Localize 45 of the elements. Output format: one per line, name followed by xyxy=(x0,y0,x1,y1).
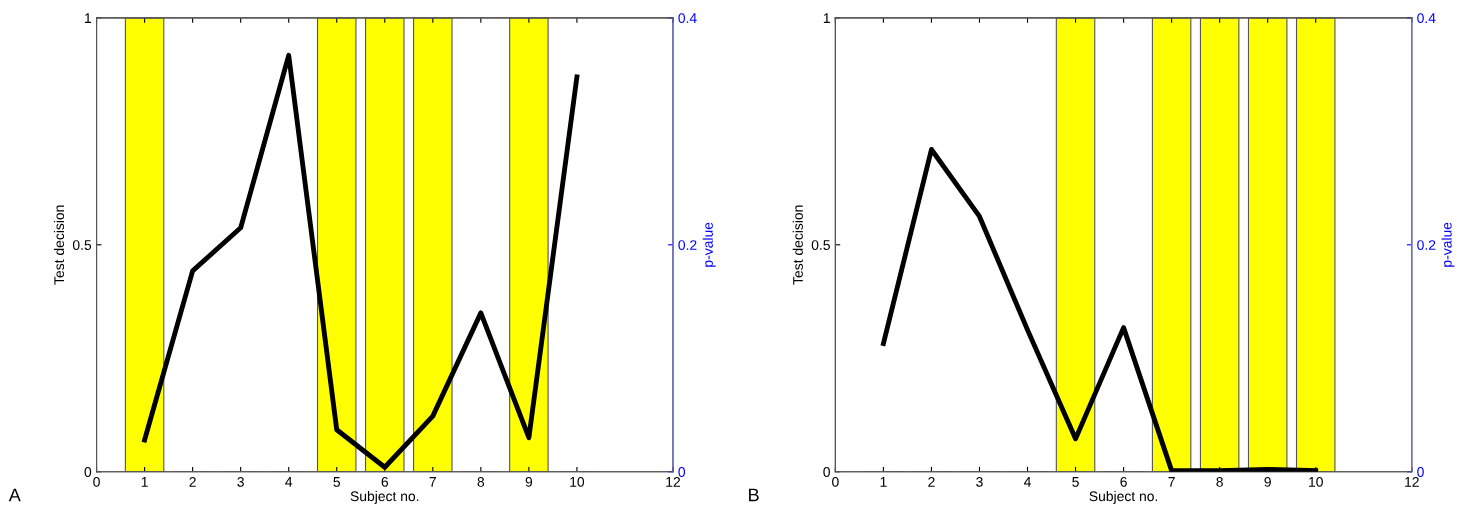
x-tick-label: 5 xyxy=(333,477,341,487)
y-tick-label: 1 xyxy=(823,13,830,23)
y-axis-title: Test decision xyxy=(792,205,803,285)
y2-tick-label: 0.4 xyxy=(678,13,697,24)
text: B xyxy=(749,488,759,502)
x-tick-label: 4 xyxy=(285,477,293,487)
x-tick-label: 2 xyxy=(928,476,935,487)
y2-tick-label: 0 xyxy=(1417,467,1424,477)
y-tick-label: 0.5 xyxy=(811,240,830,250)
x-tick-label: 6 xyxy=(1120,476,1127,487)
x-tick-label: 1 xyxy=(141,477,148,487)
y2-tick-label: 0.2 xyxy=(678,240,697,250)
x-tick-label: 10 xyxy=(1309,476,1323,487)
x-tick-label: 7 xyxy=(1168,477,1175,487)
x-axis-title: Subject no. xyxy=(350,490,419,504)
x-tick-label: 12 xyxy=(1405,476,1419,487)
y-tick-label: 1 xyxy=(85,13,92,23)
x-tick-label: 2 xyxy=(189,476,196,487)
x-tick-label: 9 xyxy=(525,476,533,487)
x-tick-label: 3 xyxy=(976,476,983,487)
y2-axis-title: p-value xyxy=(702,222,716,267)
x-tick-label: 3 xyxy=(237,476,244,487)
x-tick-label: 4 xyxy=(1023,477,1031,487)
x-tick-label: 1 xyxy=(880,477,887,487)
line-series xyxy=(142,52,580,470)
y2-axis-title: p-value xyxy=(1441,222,1455,267)
y2-tick-label: 0.2 xyxy=(1417,240,1436,250)
y-tick-label: 0.5 xyxy=(72,240,92,250)
x-tick-label: 6 xyxy=(381,476,389,487)
text: A xyxy=(8,488,21,502)
x-tick-label: 7 xyxy=(429,477,436,487)
x-tick-label: 5 xyxy=(1072,477,1079,487)
x-tick-label: 12 xyxy=(666,476,681,487)
y-tick-label: 0 xyxy=(823,467,830,477)
x-tick-label: 0 xyxy=(832,476,839,487)
x-tick-label: 9 xyxy=(1264,476,1271,487)
x-tick-label: 10 xyxy=(570,476,585,487)
x-axis-title: Subject no. xyxy=(1089,490,1158,504)
x-tick-label: 8 xyxy=(477,476,485,487)
y2-tick-label: 0 xyxy=(678,467,686,477)
x-tick-label: 0 xyxy=(93,476,100,487)
y-axis-title: Test decision xyxy=(53,205,65,285)
x-tick-label: 8 xyxy=(1216,476,1223,487)
y2-tick-label: 0.4 xyxy=(1417,13,1436,24)
y-tick-label: 0 xyxy=(84,467,92,477)
